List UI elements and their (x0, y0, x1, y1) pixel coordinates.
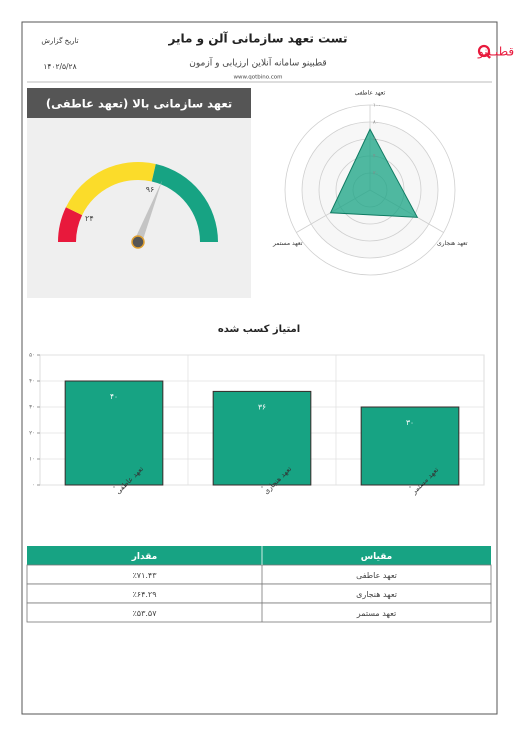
gauge-threshold-label: ۹۶ (146, 185, 155, 194)
table-cell: تعهد مستمر (356, 609, 396, 618)
bar-value-label: ۴۰ (110, 392, 118, 401)
bar-value-label: ۳۶ (258, 402, 266, 411)
subtitle: قطبینو سامانه آنلاین ارزیابی و آزمون (189, 57, 326, 69)
table-cell: ٪۵۳.۵۷ (132, 609, 157, 618)
date-label: تاریخ گزارش (41, 36, 78, 45)
y-tick-label: ۲۰ (29, 431, 35, 437)
radar-axis-label: تعهد عاطفی (355, 90, 386, 97)
y-tick-label: ۰ (32, 483, 35, 489)
date: ۱۴۰۲/۵/۲۸ (43, 62, 76, 71)
table-row (26, 564, 492, 585)
radar-axis-label: تعهد هنجاری (437, 240, 468, 247)
gauge-needle (134, 180, 163, 244)
bar (212, 390, 312, 486)
y-tick-label: ۱۰ (29, 457, 35, 463)
gauge-band (65, 162, 156, 216)
radar-tick-label: ۲۰ (373, 171, 378, 177)
gauge-title-bar (27, 88, 251, 118)
gauge-pivot (131, 235, 145, 249)
bar-value-label: ۳۰ (406, 418, 414, 427)
bar-chart-title: امتیاز کسب شده (218, 324, 300, 335)
y-tick-label: ۵۰ (29, 353, 35, 359)
table-header-cell: مقدار (131, 552, 158, 562)
website: www.qotbino.com (233, 75, 282, 81)
radar-tick-label: ۶۰ (373, 137, 378, 143)
gauge-band (151, 164, 218, 242)
bar (64, 380, 164, 486)
y-tick-label: ۴۰ (29, 379, 35, 385)
radar-area (329, 128, 419, 218)
gauge-band (58, 207, 83, 242)
table-cell: تعهد هنجاری (356, 590, 397, 599)
y-tick-label: ۳۰ (29, 405, 35, 411)
table-cell: تعهد عاطفی (356, 571, 397, 580)
table-row (26, 602, 492, 623)
bar (360, 406, 460, 486)
table-header-row (27, 546, 491, 565)
title: تست تعهد سازمانی آلن و مایر (167, 31, 347, 47)
table-header-cell: مقیاس (361, 552, 393, 562)
radar-tick-label: ۸۰ (373, 120, 378, 126)
logo-icon (485, 53, 491, 59)
gauge-threshold-label: ۲۴ (85, 214, 94, 223)
radar-axis-label: تعهد مستمر (272, 240, 303, 247)
gauge-panel (27, 88, 251, 298)
table-row (26, 583, 492, 604)
table-cell: ٪۶۴.۲۹ (132, 590, 156, 599)
gauge-title: تعهد سازمانی بالا (تعهد عاطفی) (46, 97, 232, 111)
radar-tick-label: ۴۰ (373, 154, 378, 160)
table-cell: ٪۷۱.۴۳ (132, 571, 157, 580)
logo-icon (477, 44, 491, 58)
radar-tick-label: ۱۰۰ (373, 103, 381, 109)
